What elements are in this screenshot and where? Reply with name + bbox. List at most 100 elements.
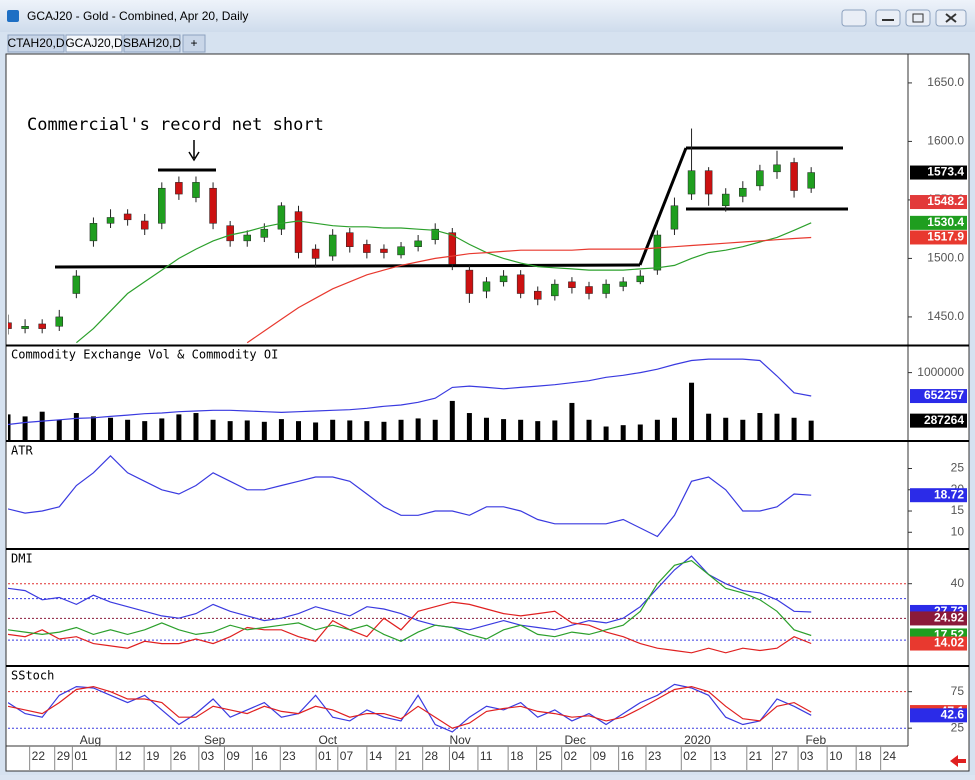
volume-bar [415,418,421,440]
candle-body [516,274,525,294]
chart-area [5,53,970,772]
value-marker [910,636,967,651]
tab-active[interactable] [65,34,123,53]
add-tab[interactable] [182,34,206,53]
y-tick-label: 1650.0 [927,75,964,89]
volume-bar [620,425,626,440]
volume-bar [244,420,250,440]
x-tick-label: 25 [539,749,553,763]
panel-title: ATR [11,444,33,458]
candle-body [482,281,491,292]
value-marker-label: 1517.9 [927,230,964,244]
x-tick-label: 24 [883,749,897,763]
app-icon [7,10,19,22]
candle-body [533,290,542,300]
volume-bar [723,417,729,440]
annotation: Commercial's record net short [27,115,324,135]
volume-bar [73,413,79,440]
x-tick-label: 07 [340,749,354,763]
x-tick-label: 18 [510,749,524,763]
candle-body [670,205,679,230]
maximize-icon [912,13,924,23]
volume-bar [654,419,660,440]
value-marker-label: 18.72 [934,487,964,501]
y-tick-label: 40 [951,576,965,590]
value-marker-label: 42.6 [941,708,965,722]
x-tick-label: 18 [858,749,872,763]
y-tick-label: 75 [951,684,965,698]
series-line [8,601,812,654]
candle-body [619,281,627,287]
volume-bar [706,413,712,440]
candle-body [328,234,337,257]
volume-bar [125,419,131,440]
volume-bar [278,419,284,440]
x-tick-label: 19 [146,749,160,763]
link-button[interactable] [841,9,867,27]
volume-bar [535,421,541,440]
tab[interactable] [7,34,65,53]
y-tick-label: 1600.0 [927,134,964,148]
candle-body [551,283,559,297]
value-marker-label: 287264 [924,413,964,427]
value-marker-label: 24.92 [934,611,964,625]
value-marker [910,215,967,230]
value-marker [910,195,967,210]
x-tick-label: 16 [621,749,635,763]
volume-bar [330,419,336,440]
month-label: Nov [449,733,470,747]
candle-body [8,322,12,329]
candle-body [243,234,251,242]
x-tick-label: 13 [713,749,727,763]
candle-body [602,283,610,294]
volume-bar [142,421,148,440]
minimize-button[interactable] [875,9,901,27]
series-line [8,685,812,729]
support-line [54,263,641,269]
volume-bar [261,421,267,440]
series-line [8,683,812,733]
candle-body [209,187,217,224]
candle-body [192,182,200,198]
volume-bar [364,421,370,440]
candle-body [499,275,508,283]
volume-bar [347,420,353,440]
volume-bar [774,413,780,440]
y-tick-label: 15 [951,503,965,517]
x-tick-label: 12 [118,749,132,763]
volume-bar [757,413,763,440]
volume-bar [740,419,746,440]
maximize-button[interactable] [905,9,931,27]
candle-body [89,223,98,242]
value-marker [910,708,967,723]
candle-body [773,164,781,173]
candle-body [21,326,29,329]
window-title: GCAJ20 - Gold - Combined, Apr 20, Daily [27,9,248,23]
tab[interactable] [123,34,181,53]
volume-bar [432,419,438,440]
value-marker-label: 1573.4 [927,165,964,179]
x-tick-label: 23 [282,749,296,763]
series-line [8,454,812,538]
title-bar [0,0,975,32]
month-label: Feb [805,733,826,747]
candle-body [687,170,696,195]
candle-body [721,193,730,207]
candle-body [140,220,149,230]
candle-body [431,228,439,240]
close-icon [945,13,957,23]
x-tick-label: 22 [32,749,46,763]
volume-bar [108,417,114,440]
x-tick-label: 01 [74,749,88,763]
volume-bar [8,414,11,440]
y-tick-label: 10 [951,524,965,538]
x-tick-label: 01 [318,749,332,763]
volume-bar [483,417,489,440]
candle-body [756,170,764,187]
volume-bar [569,402,575,440]
x-tick-label: 03 [800,749,814,763]
x-tick-label: 27 [774,749,788,763]
candle-body [636,275,645,283]
x-tick-label: 29 [57,749,71,763]
scroll-arrow[interactable] [950,755,966,767]
